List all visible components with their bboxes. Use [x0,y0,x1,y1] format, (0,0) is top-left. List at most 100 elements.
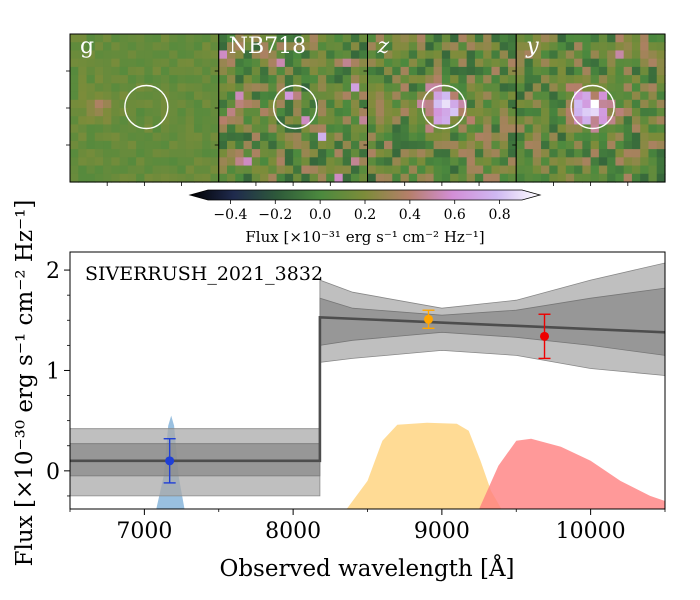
stamp-pixel [260,173,269,183]
stamp-pixel [309,149,319,158]
stamp-pixel [450,165,459,175]
stamp-pixel [152,165,162,175]
stamp-pixel [640,91,650,101]
stamp-pixel [293,83,302,93]
stamp-pixel [326,58,336,68]
stamp-pixel [111,108,121,117]
stamp-pixel [623,157,633,167]
stamp-pixel [317,99,327,109]
stamp-pixel [507,165,517,175]
stamp-pixel [507,173,517,183]
stamp-pixel [491,83,501,93]
stamp-pixel [574,34,583,43]
aperture-circle [570,84,615,130]
stamp-pixel [499,157,509,167]
stamp-pixel [549,83,559,93]
stamp-pixel [160,50,170,60]
stamp-pixel [317,108,327,117]
stamp-pixel [103,42,112,52]
stamp-pixel [160,124,170,134]
stamp-pixel [251,91,261,101]
stamp-pixel [127,66,137,76]
stamp-pixel [516,157,526,167]
stamp-pixel [309,157,319,167]
stamp-pixel [193,42,203,52]
stamp-pixel [103,157,112,167]
stamp-pixel [491,34,501,43]
stamp-pixel [185,157,195,167]
stamp-pixel [317,75,327,84]
stamp-pixel [326,116,336,126]
stamp-pixel [94,124,104,134]
stamp-pixel [202,140,212,150]
stamp-pixel [177,116,187,126]
stamp-pixel [243,124,253,134]
stamp-pixel [557,116,567,126]
stamp-pixel [565,149,575,158]
stamp-pixel [557,149,567,158]
stamp-pixel [193,91,203,101]
stamp-pixel [169,149,179,158]
stamp-pixel [301,91,311,101]
stamp-pixel [103,108,112,117]
stamp-pixel [367,58,377,68]
stamp-pixel [565,91,575,101]
stamp-pixel [648,66,658,76]
stamp-pixel [202,75,212,84]
stamp-pixel [235,83,245,93]
stamp-pixel [78,83,88,93]
stamp-pixel [532,108,542,117]
stamp-pixel [169,91,179,101]
stamp-pixel [210,75,220,84]
stamp-pixel [309,42,319,52]
stamp-pixel [210,99,220,109]
stamp-pixel [507,124,517,134]
stamp-pixel [86,132,96,142]
data-point-y [538,313,551,360]
stamp-pixel [631,116,641,126]
stamp-pixel [466,157,476,167]
stamp-pixel [94,34,104,43]
stamp-pixel [160,42,170,52]
stamp-pixel [590,140,600,150]
stamp-pixel [607,66,617,76]
stamp-pixel [474,75,484,84]
stamp-pixel [507,75,517,84]
stamp-pixel [375,91,385,101]
stamp-pixel [384,132,393,142]
stamp-pixel [301,42,311,52]
stamp-pixel [648,140,658,150]
stamp-pixel [598,66,608,76]
colorbar-tick-label: 0.4 [399,207,421,223]
stamp-pixel [384,149,393,158]
stamp-pixel [260,157,269,167]
stamp-pixel [458,42,468,52]
stamp-pixel [458,50,468,60]
stamp-pixel [334,116,344,126]
stamp-label: z [377,34,390,59]
stamp-pixel [160,140,170,150]
stamp-pixel [251,173,261,183]
stamp-pixel [392,34,402,43]
stamp-pixel [507,91,517,101]
stamp-pixel [565,116,575,126]
stamp-pixel [276,83,286,93]
stamp-pixel [103,124,112,134]
stamp-pixel [483,116,493,126]
stamp-pixel [607,124,617,134]
stamp-pixel [367,42,377,52]
stamp-pixel [557,34,567,43]
stamp-pixel [210,132,220,142]
stamp-pixel [350,140,360,150]
stamp-pixel [392,42,402,52]
stamp-pixel [169,42,179,52]
stamp-pixel [119,42,129,52]
stamp-pixel [549,157,559,167]
stamp-pixel [433,50,443,60]
stamp-pixel [384,140,393,150]
stamp-pixel [86,34,96,43]
stamp-pixel [640,165,650,175]
stamp-pixel [441,83,451,93]
stamp-pixel [656,132,666,142]
stamp-y: y [512,33,666,186]
